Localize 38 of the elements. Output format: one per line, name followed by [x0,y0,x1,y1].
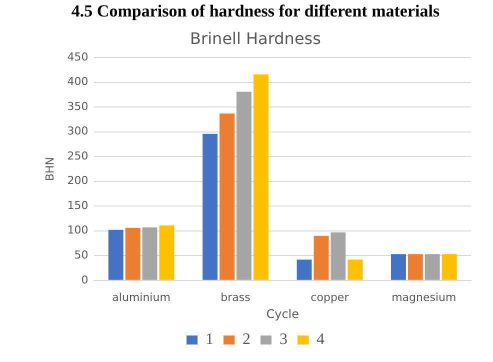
y-tick-label: 450 [67,50,88,64]
y-tick-label: 350 [67,100,88,113]
bar [142,227,158,280]
chart-title: 4.5 Comparison of hardness for different materials [71,2,440,21]
legend-label: 4 [316,331,324,348]
y-tick-label: 100 [67,224,88,237]
y-axis-title: BHN [43,156,56,182]
chart-subtitle: Brinell Hardness [190,29,321,48]
bar [442,254,457,280]
bar [330,232,346,280]
x-tick-label: copper [310,290,350,304]
bar [159,225,174,280]
bar [108,230,124,280]
x-tick-label: magnesium [392,290,456,304]
y-tick-label: 250 [67,149,88,162]
y-tick-label: 0 [81,273,88,286]
bar [220,114,234,280]
bar [125,228,140,280]
bar [296,260,312,280]
bar [391,254,406,280]
bar [253,74,268,280]
y-tick-label: 200 [67,174,88,188]
bar [236,92,252,280]
y-tick-label: 400 [67,75,88,88]
y-tick-label: 50 [74,248,88,262]
x-tick-label: brass [220,290,251,304]
bar [202,134,218,280]
y-tick-label: 300 [67,124,88,138]
x-axis-title: Cycle [266,306,299,321]
bar [408,254,423,280]
legend-label: 3 [280,331,288,348]
y-tick-label: 150 [67,198,88,212]
legend-label: 2 [242,331,250,348]
bar [424,254,440,280]
bar [314,236,329,280]
x-tick-label: aluminium [112,290,170,304]
legend-label: 1 [206,331,214,348]
bar [348,260,363,280]
